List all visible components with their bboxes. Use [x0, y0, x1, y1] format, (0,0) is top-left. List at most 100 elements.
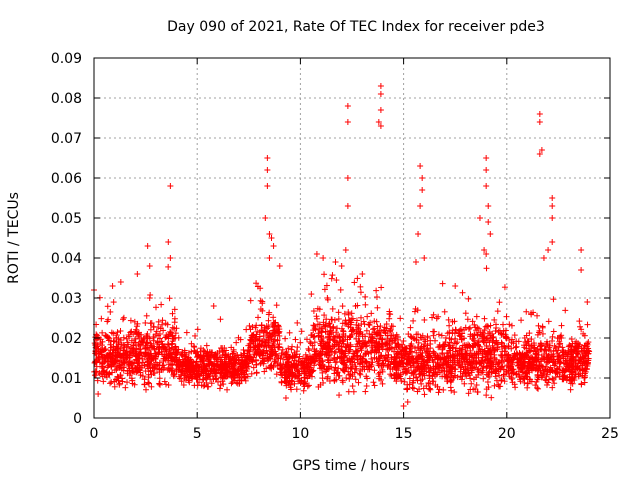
data-point [139, 373, 146, 380]
data-point [135, 354, 142, 361]
data-point [117, 327, 124, 334]
y-tick-label: 0.03 [51, 291, 82, 307]
data-point [568, 336, 575, 343]
data-point [135, 329, 142, 336]
data-point [511, 332, 518, 339]
data-point [319, 375, 326, 382]
data-point [104, 352, 111, 359]
data-point [159, 321, 166, 328]
data-point [164, 357, 171, 364]
data-point [155, 318, 162, 325]
y-tick-label: 0.05 [51, 211, 82, 227]
data-point [99, 364, 106, 371]
data-point [111, 358, 118, 365]
data-point [145, 379, 152, 386]
data-point [558, 322, 565, 329]
data-point [342, 247, 349, 253]
data-point [357, 314, 364, 321]
y-tick-label: 0.04 [51, 251, 82, 267]
data-point [439, 280, 446, 287]
data-point [229, 378, 236, 385]
x-tick-label: 25 [601, 426, 619, 442]
data-point [417, 163, 424, 169]
data-point [483, 167, 490, 173]
data-point [110, 299, 117, 306]
data-point [270, 314, 277, 321]
data-point [141, 335, 148, 342]
data-point [144, 243, 151, 249]
data-point [116, 381, 123, 388]
data-point [216, 385, 223, 392]
data-point [107, 341, 114, 348]
data-point [144, 331, 151, 338]
data-point [344, 175, 351, 181]
data-point [262, 215, 269, 221]
data-point [129, 359, 136, 366]
data-point [139, 355, 146, 362]
data-point [94, 377, 101, 384]
data-point [205, 373, 212, 380]
data-point [108, 379, 115, 386]
data-point [172, 343, 179, 350]
data-point [490, 333, 497, 340]
data-point [539, 330, 546, 337]
data-point [110, 352, 117, 359]
data-point [146, 353, 153, 360]
data-point [111, 383, 118, 390]
data-point [217, 382, 224, 389]
data-point [465, 295, 472, 302]
data-point [120, 314, 127, 321]
data-point [217, 316, 224, 323]
data-point [370, 379, 377, 386]
data-point [286, 329, 293, 336]
data-point [161, 378, 168, 385]
data-point [373, 294, 380, 301]
data-point [308, 291, 315, 298]
data-point [139, 338, 146, 345]
y-tick-label: 0.07 [51, 131, 82, 147]
data-point [427, 386, 434, 393]
data-point [224, 386, 231, 393]
data-point [162, 334, 169, 341]
data-point [515, 338, 522, 345]
data-point [294, 319, 301, 326]
data-point [153, 366, 160, 373]
data-point [354, 275, 361, 282]
data-point [362, 388, 369, 395]
data-point [313, 251, 320, 257]
data-point [459, 289, 466, 296]
data-point [240, 369, 247, 376]
data-point [549, 195, 556, 201]
data-point [119, 375, 126, 382]
data-point [357, 371, 364, 378]
data-point [127, 317, 134, 324]
data-point [153, 328, 160, 335]
data-point [333, 277, 340, 284]
data-point [421, 255, 428, 261]
data-point [142, 343, 149, 350]
data-point [122, 384, 129, 391]
data-point [429, 314, 436, 321]
data-point [255, 314, 262, 321]
data-point [166, 367, 173, 374]
y-tick-label: 0 [73, 411, 82, 427]
data-point [179, 348, 186, 355]
data-point [120, 352, 127, 359]
data-point [371, 367, 378, 374]
data-point [132, 364, 139, 371]
data-point [117, 279, 124, 285]
data-point [278, 379, 285, 386]
data-point [98, 348, 105, 355]
data-point [400, 337, 407, 344]
data-point [415, 231, 422, 237]
data-point [584, 321, 591, 328]
data-point [432, 337, 439, 344]
data-point [102, 369, 109, 376]
data-point [266, 255, 273, 261]
data-point [352, 376, 359, 383]
data-point [161, 355, 168, 362]
data-point [129, 377, 136, 384]
data-point [305, 345, 312, 352]
data-point [197, 345, 204, 352]
data-point [550, 296, 557, 303]
